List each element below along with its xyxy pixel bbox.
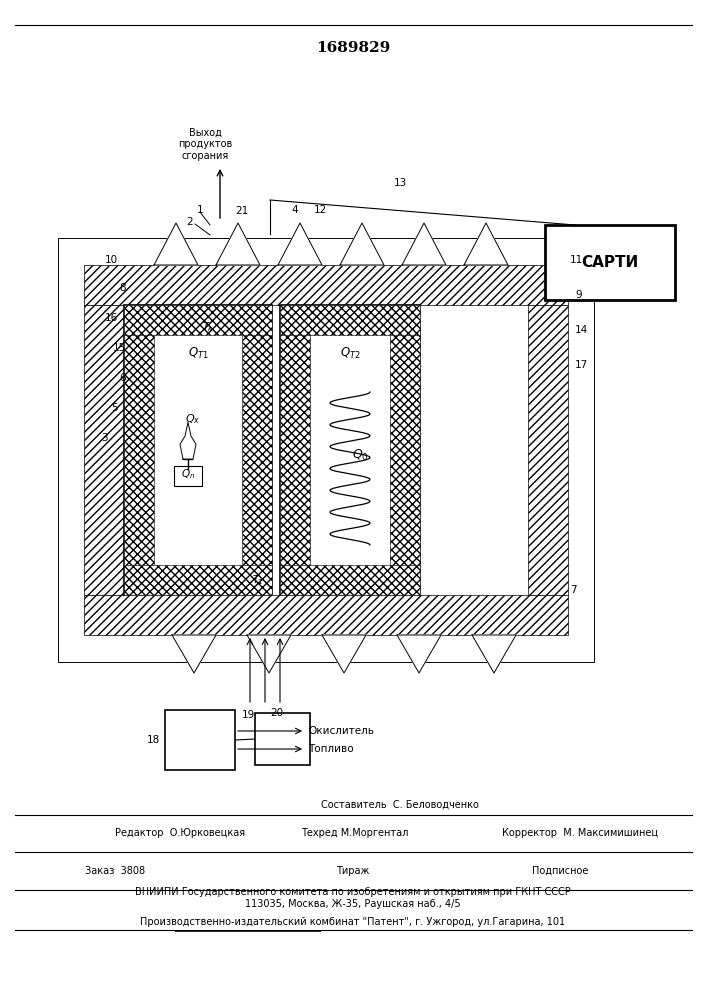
- Bar: [124, 305, 272, 335]
- Polygon shape: [322, 635, 366, 673]
- Bar: [280, 305, 420, 595]
- Text: 1689829: 1689829: [316, 41, 390, 55]
- Bar: [84, 265, 568, 305]
- Bar: [165, 710, 235, 770]
- Bar: [124, 565, 272, 595]
- Polygon shape: [278, 223, 322, 265]
- Polygon shape: [464, 223, 508, 265]
- Bar: [280, 335, 310, 565]
- Text: 8: 8: [119, 283, 126, 293]
- Bar: [82, 250, 570, 650]
- Bar: [74, 246, 578, 654]
- Text: 1: 1: [197, 205, 204, 215]
- Text: Выход
продуктов
сгорания: Выход продуктов сгорания: [178, 128, 232, 161]
- Bar: [280, 565, 420, 595]
- Text: $Q_{T2}$: $Q_{T2}$: [339, 345, 361, 361]
- Text: 2: 2: [187, 217, 193, 227]
- Bar: [124, 335, 154, 565]
- Text: Редактор  О.Юрковецкая: Редактор О.Юрковецкая: [115, 828, 245, 838]
- Text: Составитель  С. Беловодченко: Составитель С. Беловодченко: [321, 800, 479, 810]
- Bar: [66, 242, 586, 658]
- Polygon shape: [397, 635, 441, 673]
- Polygon shape: [472, 635, 516, 673]
- Polygon shape: [172, 635, 216, 673]
- Bar: [390, 335, 420, 565]
- Bar: [174, 466, 202, 486]
- Bar: [58, 238, 594, 662]
- Text: Производственно-издательский комбинат "Патент", г. Ужгород, ул.Гагарина, 101: Производственно-издательский комбинат "П…: [141, 917, 566, 927]
- Text: $T_k$: $T_k$: [202, 320, 214, 334]
- Text: Подписное: Подписное: [532, 866, 588, 876]
- Bar: [280, 305, 420, 335]
- Text: Топливо: Топливо: [308, 744, 354, 754]
- Text: Окислитель: Окислитель: [308, 726, 374, 736]
- Text: 12: 12: [313, 205, 327, 215]
- Text: 18: 18: [147, 735, 160, 745]
- Text: 5: 5: [112, 403, 118, 413]
- Bar: [84, 305, 124, 595]
- Text: $Q_0$: $Q_0$: [351, 448, 368, 463]
- Bar: [242, 335, 272, 565]
- Text: Заказ  3808: Заказ 3808: [85, 866, 145, 876]
- Text: 16: 16: [105, 313, 118, 323]
- Text: 20: 20: [271, 708, 284, 718]
- Text: ВНИИПИ Государственного комитета по изобретениям и открытиям при ГКНТ СССР: ВНИИПИ Государственного комитета по изоб…: [135, 887, 571, 897]
- Text: Корректор  М. Максимишинец: Корректор М. Максимишинец: [502, 828, 658, 838]
- Text: 4: 4: [292, 205, 298, 215]
- Text: 15: 15: [112, 343, 126, 353]
- Text: 10: 10: [105, 255, 118, 265]
- Text: 17: 17: [575, 360, 588, 370]
- Bar: [124, 305, 272, 595]
- Text: $Q_{T1}$: $Q_{T1}$: [187, 345, 209, 361]
- Bar: [84, 595, 568, 635]
- Text: $Q_n$: $Q_n$: [181, 467, 195, 481]
- Bar: [545, 225, 675, 300]
- Text: 21: 21: [235, 206, 248, 216]
- Text: 7: 7: [570, 585, 577, 595]
- Text: Тираж: Тираж: [337, 866, 370, 876]
- Text: САРТИ: САРТИ: [581, 255, 638, 270]
- Text: Техред М.Моргентал: Техред М.Моргентал: [301, 828, 409, 838]
- Bar: [255, 713, 310, 765]
- Text: 13: 13: [393, 178, 407, 188]
- Polygon shape: [340, 223, 384, 265]
- Polygon shape: [247, 635, 291, 673]
- Polygon shape: [154, 223, 198, 265]
- Text: 113035, Москва, Ж-35, Раушская наб., 4/5: 113035, Москва, Ж-35, Раушская наб., 4/5: [245, 899, 461, 909]
- Polygon shape: [216, 223, 260, 265]
- Text: 19: 19: [241, 710, 255, 720]
- Bar: [528, 305, 568, 595]
- Text: 11: 11: [570, 255, 583, 265]
- Text: 14: 14: [575, 325, 588, 335]
- Text: 3: 3: [101, 433, 108, 443]
- Polygon shape: [402, 223, 446, 265]
- Text: $T_1$: $T_1$: [252, 573, 264, 587]
- Text: $Q_x$: $Q_x$: [185, 412, 201, 426]
- Text: 6: 6: [119, 373, 126, 383]
- Text: 9: 9: [575, 290, 582, 300]
